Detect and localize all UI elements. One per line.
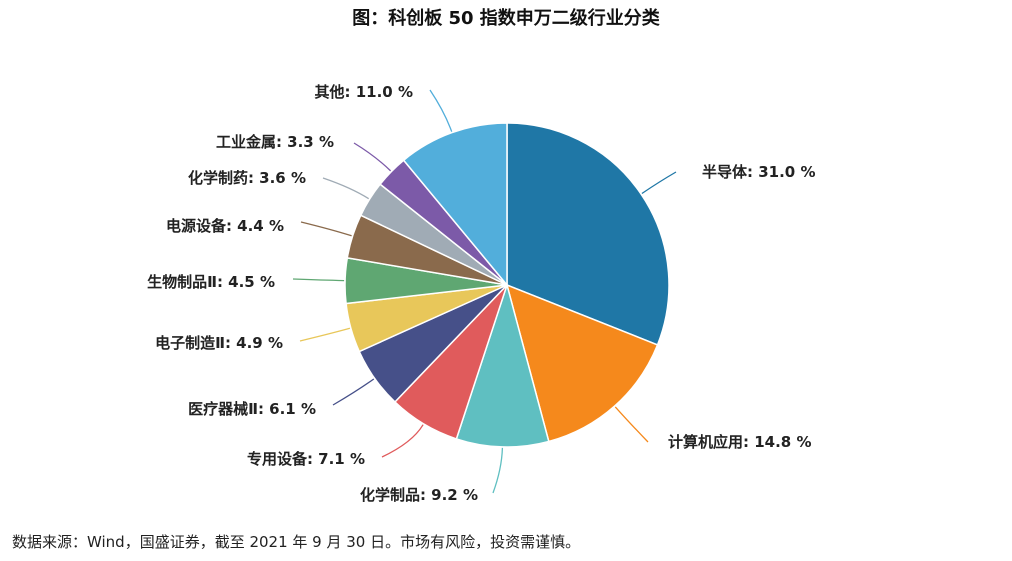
leader-line [492,447,504,494]
leader-line [332,378,375,406]
data-label: 化学制药: 3.6 % [188,169,306,187]
data-label: 工业金属: 3.3 % [216,133,334,151]
data-label: 计算机应用: 14.8 % [668,433,811,451]
pie-slice [455,282,550,448]
data-label: 专用设备: 7.1 % [247,450,365,468]
leader-line [381,424,424,458]
pie-slice [505,283,659,443]
leader-line [353,142,392,172]
data-label: 其他: 11.0 % [315,83,413,101]
leader-line [300,221,352,237]
data-label: 生物制品Ⅱ: 4.5 % [147,273,275,291]
leader-line [292,278,345,282]
data-label: 半导体: 31.0 % [702,163,815,181]
leader-line [299,327,351,342]
data-label: 化学制品: 9.2 % [360,486,478,504]
leader-line [641,171,677,195]
data-label: 医疗器械Ⅱ: 6.1 % [188,400,316,418]
chart-title: 图：科创板 50 指数申万二级行业分类 [352,8,660,29]
leader-line [429,89,453,132]
pie-slice [506,122,670,346]
data-label: 电子制造Ⅱ: 4.9 % [155,334,283,352]
leader-line [322,177,370,200]
leader-line [614,406,649,443]
pie-slice [402,122,508,288]
source-note: 数据来源：Wind，国盛证券，截至 2021 年 9 月 30 日。市场有风险，… [12,533,581,551]
data-label: 电源设备: 4.4 % [166,217,284,235]
pie-chart: 半导体: 31.0 % 计算机应用: 14.8 % 化学制品: 9.2 % 专用设备:… [147,83,815,504]
